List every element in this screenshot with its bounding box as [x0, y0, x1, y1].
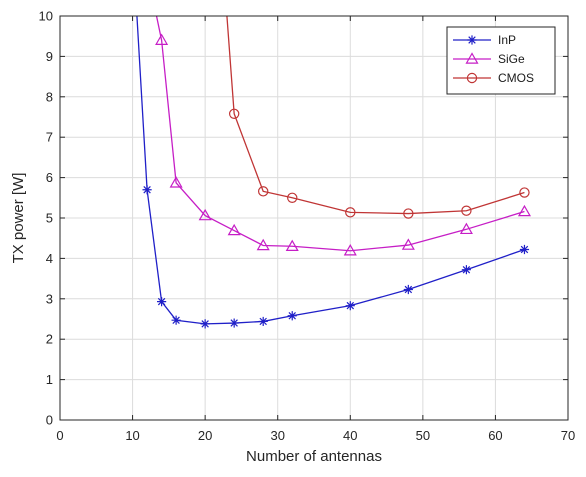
data-point-sige — [256, 238, 270, 251]
data-point-sige — [517, 204, 531, 217]
data-point-inp — [258, 316, 268, 327]
x-tick-label: 50 — [416, 428, 430, 443]
data-point-inp — [229, 318, 239, 328]
legend-box — [446, 26, 556, 95]
y-axis-label: TX power [W] — [10, 173, 27, 264]
data-point-cmos — [345, 207, 356, 218]
data-point-inp — [200, 319, 210, 329]
data-point-sige — [285, 239, 299, 252]
y-tick-label: 2 — [46, 332, 53, 347]
legend-marker-cmos — [466, 72, 478, 84]
y-tick-label: 4 — [46, 251, 53, 266]
data-point-inp — [519, 244, 530, 255]
legend-label-cmos: CMOS — [498, 71, 534, 85]
x-tick-label: 60 — [488, 428, 502, 443]
data-point-cmos — [519, 187, 530, 198]
data-point-inp — [171, 315, 181, 325]
data-point-inp — [345, 301, 355, 311]
y-tick-label: 7 — [46, 130, 53, 145]
data-point-sige — [155, 33, 169, 45]
x-tick-label: 40 — [343, 428, 357, 443]
legend-label-sige: SiGe — [498, 52, 525, 66]
data-point-sige — [401, 238, 415, 250]
data-point-sige — [459, 222, 473, 235]
series-inp — [136, 15, 530, 329]
data-point-cmos — [287, 192, 298, 203]
legend-label-inp: InP — [498, 33, 516, 47]
series-line-sige — [155, 15, 525, 252]
y-tick-label: 8 — [46, 89, 53, 104]
series-line-cmos — [226, 15, 525, 215]
x-tick-label: 0 — [56, 428, 63, 443]
axis-ticks: 0 10 20 30 40 50 60 70 0 1 2 3 4 5 6 7 8 9 10 — [39, 9, 576, 444]
y-tick-label: 10 — [39, 9, 53, 24]
series-line-inp — [136, 15, 525, 325]
data-point-sige — [198, 208, 212, 221]
legend: InP SiGe CMOS — [446, 26, 556, 95]
x-tick-label: 10 — [125, 428, 139, 443]
data-point-inp — [287, 311, 297, 321]
series-layer — [136, 15, 531, 329]
data-point-cmos — [258, 186, 269, 197]
legend-marker-sige — [465, 52, 479, 64]
x-axis-label: Number of antennas — [246, 448, 382, 465]
y-tick-label: 6 — [46, 170, 53, 185]
series-sige — [155, 15, 531, 256]
data-point-cmos — [403, 208, 414, 219]
data-point-cmos — [228, 108, 240, 119]
data-point-inp — [403, 284, 413, 295]
x-tick-label: 70 — [561, 428, 575, 443]
y-tick-label: 1 — [46, 372, 53, 387]
data-point-inp — [461, 265, 471, 275]
data-point-inp — [142, 185, 152, 195]
x-tick-label: 20 — [198, 428, 212, 443]
y-tick-label: 3 — [46, 291, 53, 306]
data-point-cmos — [461, 205, 472, 216]
x-tick-label: 30 — [270, 428, 284, 443]
legend-marker-inp — [467, 35, 477, 45]
y-tick-label: 5 — [46, 211, 53, 226]
series-cmos — [226, 15, 530, 219]
y-tick-label: 9 — [46, 49, 53, 64]
data-point-sige — [343, 244, 357, 256]
data-point-inp — [157, 297, 167, 307]
y-tick-label: 0 — [46, 413, 53, 428]
data-point-sige — [169, 176, 183, 188]
data-point-sige — [227, 223, 241, 236]
